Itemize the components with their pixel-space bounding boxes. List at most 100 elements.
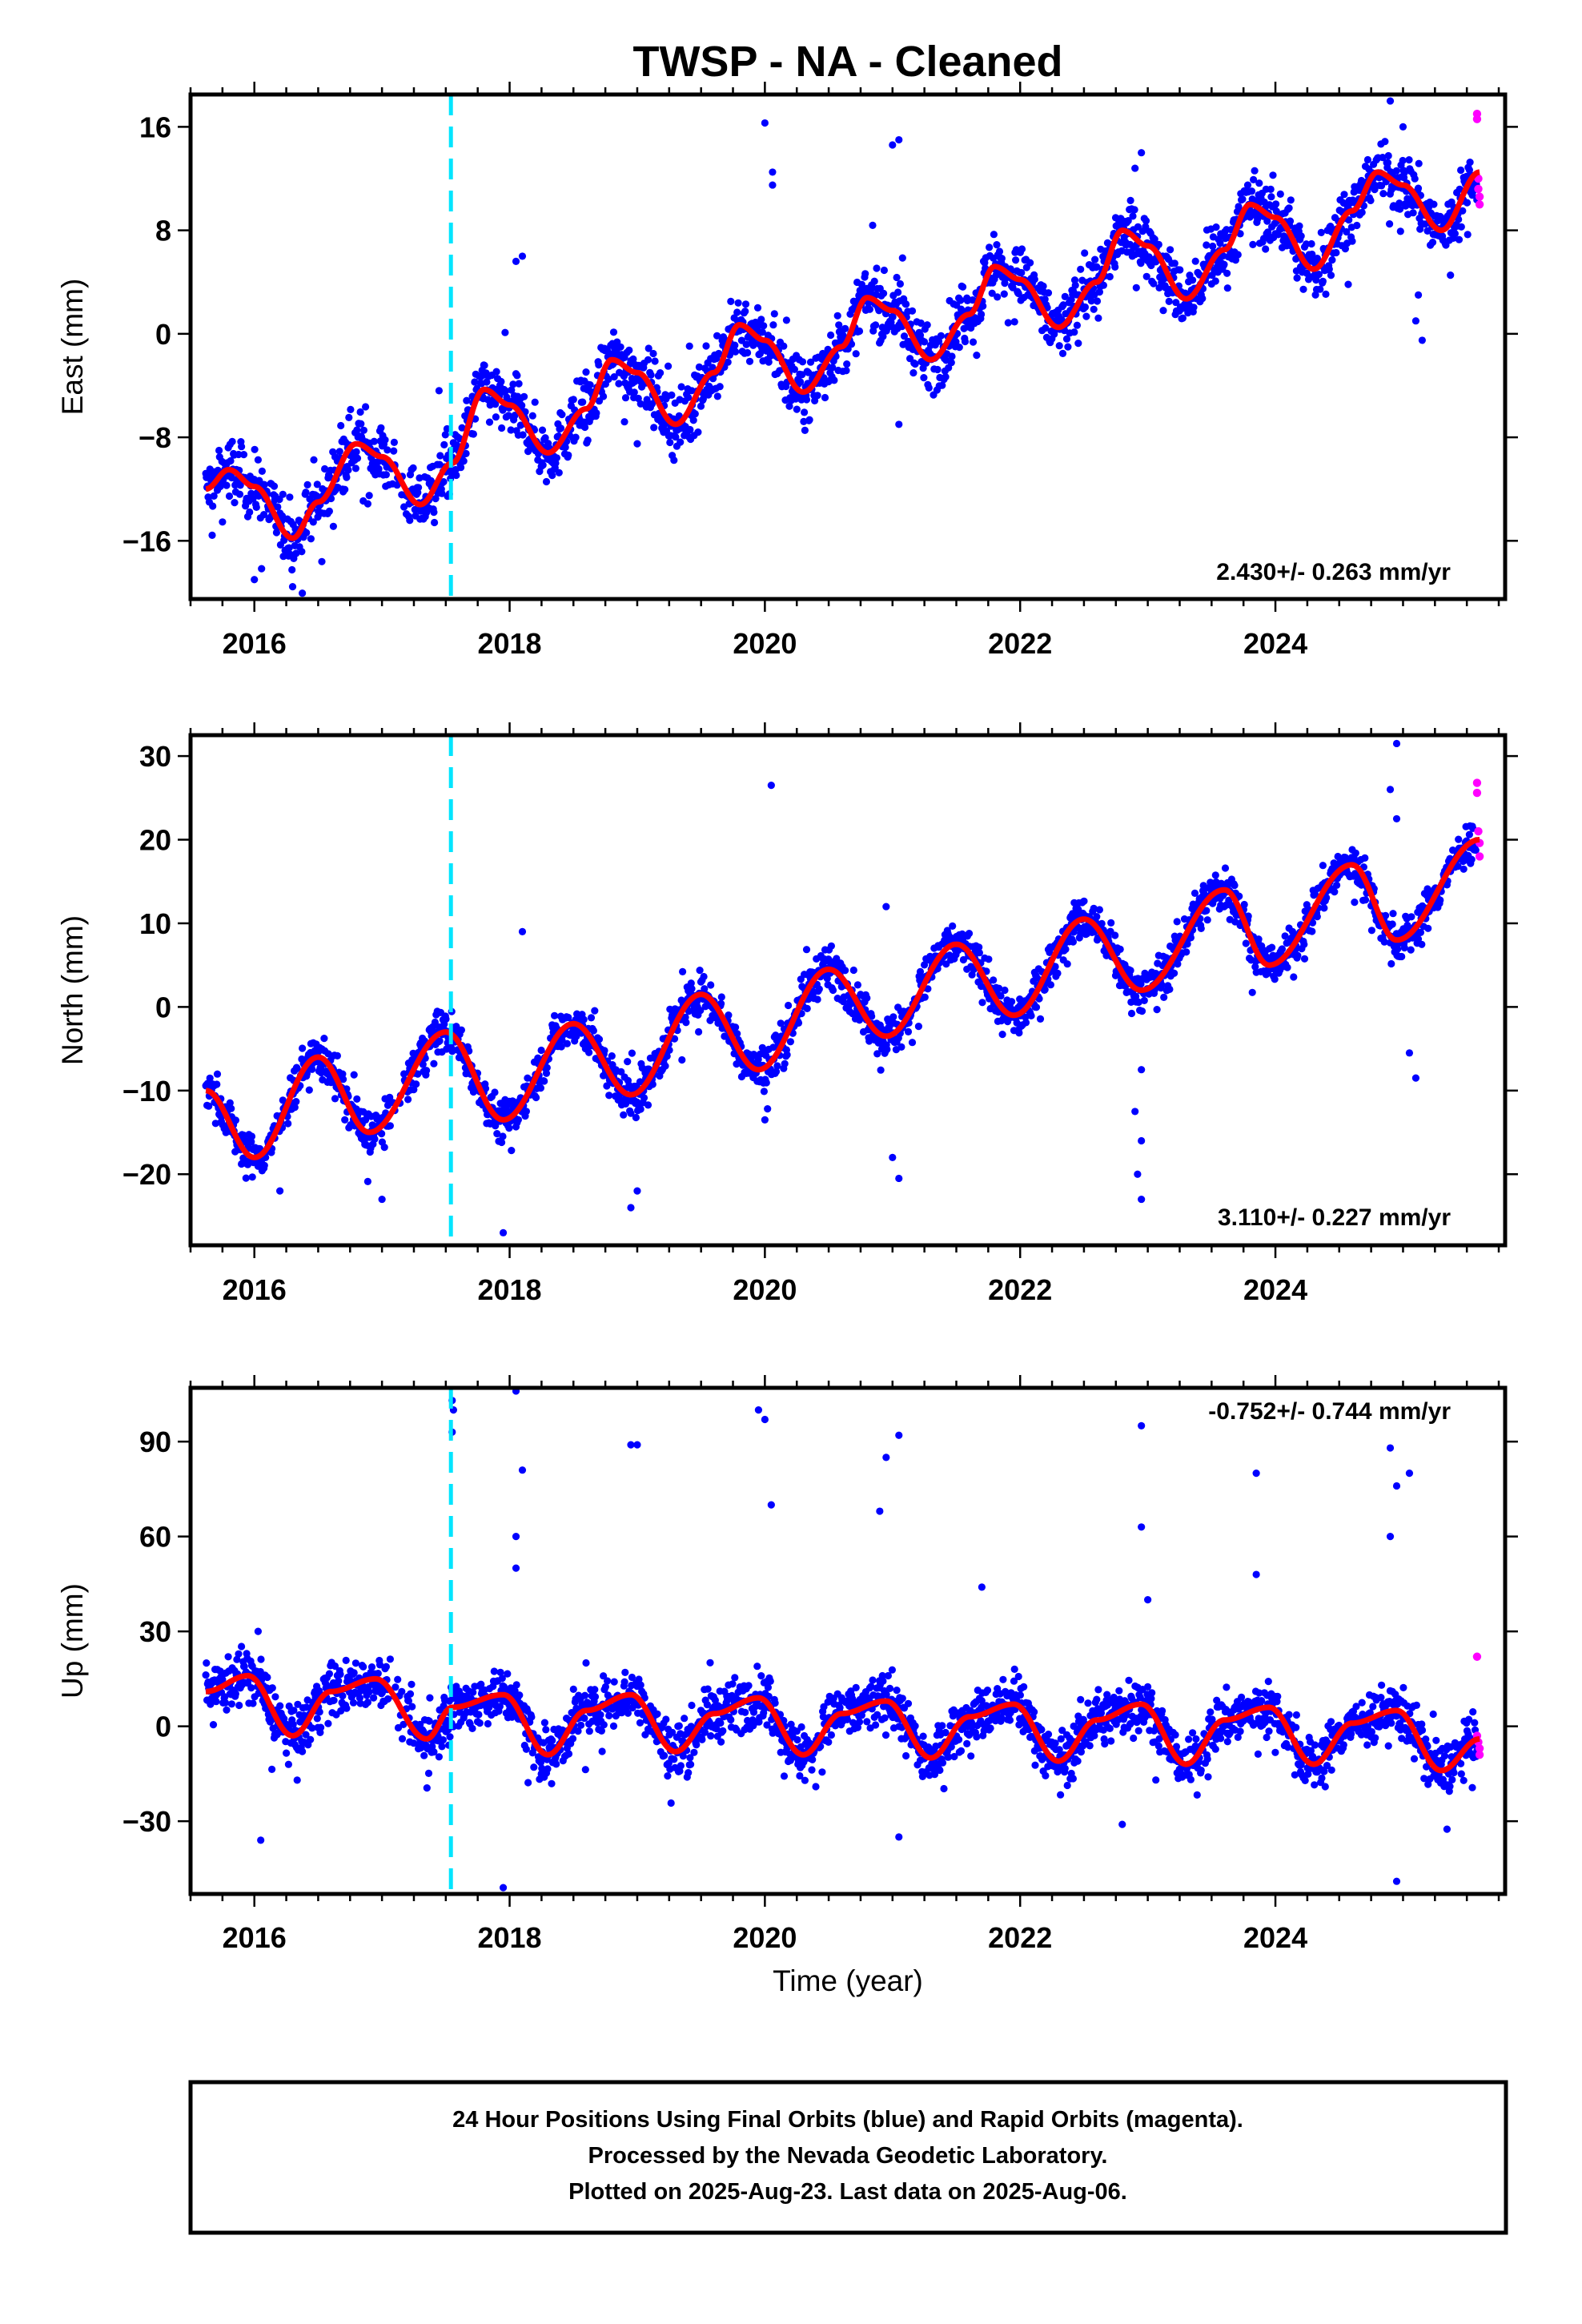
east-point-1023 [801, 408, 809, 416]
north-point-1405 [1022, 1019, 1030, 1027]
east-point-1760 [1223, 284, 1231, 292]
east-point-1826 [1262, 245, 1270, 253]
east-xtick-label: 2020 [733, 627, 797, 660]
north-point-329 [404, 1096, 412, 1104]
north-point-1430 [1036, 1015, 1045, 1023]
east-point-245 [343, 473, 351, 481]
east-point-1523 [1087, 297, 1095, 305]
east-point-1353 [990, 231, 998, 239]
east-outlier-19 [1138, 149, 1146, 157]
north-point-1890 [1300, 955, 1309, 963]
north-point-1066 [827, 942, 835, 950]
east-point-1965 [1341, 245, 1349, 253]
north-point-395 [442, 1015, 450, 1023]
east-point-1006 [790, 365, 799, 373]
east-point-1670 [1172, 299, 1180, 307]
north-point-168 [299, 1044, 307, 1052]
east-point-2030 [1379, 154, 1387, 162]
east-point-903 [732, 348, 740, 356]
east-point-249 [345, 413, 353, 422]
east-point-1448 [1044, 289, 1053, 297]
up-point-215 [325, 1670, 333, 1678]
up-point-52 [231, 1690, 239, 1698]
north-point-1023 [802, 946, 811, 954]
east-point-487 [492, 368, 500, 376]
north-point-1810 [1255, 935, 1263, 943]
east-point-512 [507, 426, 515, 434]
east-point-2031 [1379, 190, 1387, 198]
east-point-852 [702, 342, 710, 350]
east-point-1740 [1212, 223, 1220, 231]
east-point-961 [765, 358, 773, 366]
east-point-167 [298, 548, 306, 556]
north-point-662 [595, 1035, 604, 1043]
east-point-1532 [1093, 263, 1101, 271]
north-point-422 [457, 1026, 466, 1034]
north-outlier-13 [1138, 1136, 1146, 1145]
east-point-1923 [1317, 228, 1325, 236]
north-point-20 [213, 1070, 222, 1078]
north-point-1560 [1111, 931, 1119, 939]
north-point-1460 [1054, 969, 1062, 977]
east-final-orbit-points [202, 97, 1481, 597]
east-point-526 [515, 380, 523, 388]
north-rapid-point-1 [1472, 788, 1482, 798]
east-point-948 [757, 316, 765, 324]
east-point-1075 [830, 376, 838, 384]
east-point-1782 [1236, 230, 1244, 238]
east-point-1805 [1250, 175, 1258, 183]
east-point-1716 [1199, 295, 1207, 303]
east-point-430 [460, 457, 468, 465]
east-point-1389 [1010, 318, 1018, 326]
east-point-1970 [1344, 280, 1352, 288]
east-point-1263 [938, 381, 946, 389]
east-point-387 [435, 387, 444, 395]
north-point-282 [363, 1177, 371, 1185]
north-point-1721 [1203, 916, 1211, 924]
north-y-axis-title: North (mm) [56, 915, 89, 1065]
north-point-81 [248, 1173, 256, 1181]
east-point-772 [656, 369, 665, 377]
east-point-833 [691, 410, 699, 418]
north-point-1977 [1351, 899, 1359, 907]
east-point-2148 [1447, 271, 1455, 279]
east-point-1533 [1093, 297, 1102, 305]
up-point-292 [370, 1694, 378, 1702]
east-point-584 [548, 472, 556, 480]
east-point-1892 [1299, 285, 1307, 293]
east-point-1317 [969, 338, 978, 346]
north-point-807 [679, 967, 687, 975]
north-point-320 [386, 1122, 394, 1130]
east-point-607 [561, 443, 569, 452]
north-point-1838 [1271, 975, 1279, 983]
north-point-1348 [990, 976, 998, 984]
east-point-1269 [942, 373, 950, 381]
east-point-718 [625, 346, 633, 354]
up-point-234 [336, 1671, 344, 1679]
east-point-592 [552, 454, 561, 462]
east-point-45 [227, 473, 235, 482]
north-outlier-12 [1131, 1108, 1139, 1116]
east-point-41 [225, 492, 234, 501]
north-point-644 [585, 1048, 593, 1056]
east-point-98 [258, 467, 266, 476]
east-plot-area [202, 94, 1484, 599]
north-outlier-14 [1134, 1170, 1142, 1178]
east-point-796 [670, 456, 678, 464]
east-point-1867 [1285, 204, 1293, 212]
east-point-2162 [1455, 215, 1463, 223]
east-point-1835 [1267, 185, 1275, 193]
east-point-1804 [1249, 240, 1257, 248]
east-point-435 [463, 396, 471, 404]
east-point-1754 [1220, 260, 1228, 268]
north-point-229 [333, 1051, 341, 1059]
east-outlier-2 [769, 168, 777, 176]
east-point-1213 [909, 369, 917, 377]
east-point-2163 [1455, 235, 1464, 243]
north-point-1788 [1242, 939, 1250, 947]
north-point-42 [226, 1099, 234, 1107]
north-point-492 [498, 1138, 506, 1147]
north-point-837 [696, 967, 704, 975]
north-point-374 [430, 1059, 438, 1068]
east-point-194 [313, 480, 321, 489]
